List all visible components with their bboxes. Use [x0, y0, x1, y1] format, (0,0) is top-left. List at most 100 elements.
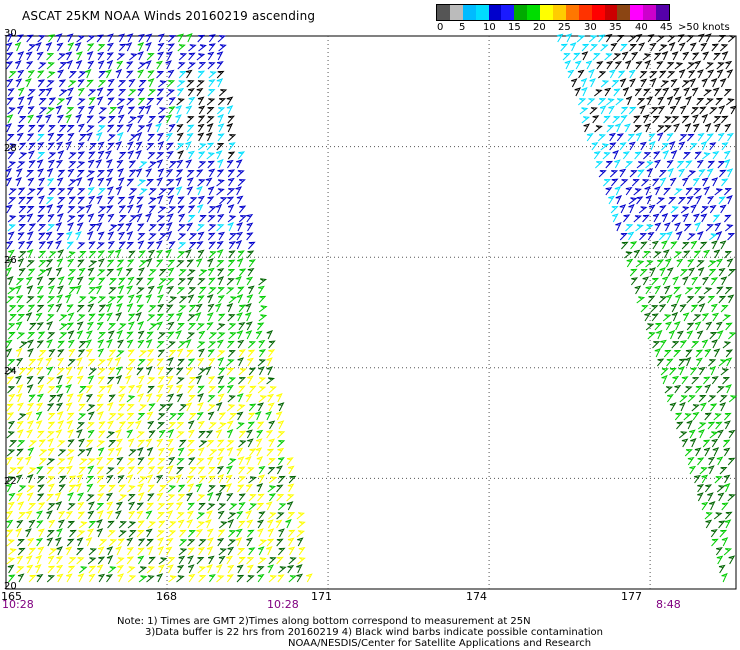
- wind-barb: [268, 420, 276, 430]
- wind-barb: [86, 330, 93, 340]
- wind-barb: [277, 402, 285, 412]
- legend-swatch: [656, 5, 670, 20]
- wind-barb: [654, 88, 662, 97]
- wind-barb: [6, 476, 16, 484]
- wind-barb: [188, 530, 196, 538]
- wind-barb: [108, 240, 115, 250]
- wind-barb: [146, 528, 153, 538]
- wind-barb: [276, 556, 284, 565]
- wind-barb: [158, 278, 167, 286]
- wind-barb: [97, 556, 106, 565]
- wind-barb: [268, 512, 277, 520]
- wind-barb: [26, 296, 35, 304]
- wind-barb: [148, 285, 155, 295]
- wind-barb: [236, 574, 245, 583]
- wind-barb: [55, 303, 63, 313]
- wind-barb: [107, 116, 116, 124]
- wind-barb: [711, 43, 719, 52]
- wind-barb: [45, 266, 53, 277]
- grid-lines: [6, 36, 736, 589]
- wind-barb: [167, 375, 174, 385]
- wind-barb: [148, 224, 157, 232]
- wind-barb: [167, 530, 177, 538]
- wind-barb: [46, 197, 55, 205]
- wind-barb: [719, 204, 727, 214]
- wind-barb: [108, 394, 116, 403]
- wind-barb: [107, 142, 115, 151]
- wind-barb: [217, 510, 225, 520]
- wind-barb: [196, 303, 203, 313]
- wind-barb: [8, 548, 17, 556]
- wind-barb: [147, 133, 156, 142]
- wind-barb: [177, 196, 185, 205]
- wind-barb: [78, 521, 88, 529]
- wind-barb: [27, 96, 34, 106]
- wind-barb: [247, 529, 255, 538]
- wind-barb: [257, 402, 265, 412]
- wind-barb: [157, 413, 166, 421]
- wind-barb: [717, 492, 725, 502]
- wind-barb: [87, 321, 94, 331]
- wind-barb: [206, 503, 216, 511]
- wind-barb: [115, 68, 123, 79]
- wind-barb: [206, 564, 213, 574]
- wind-barb: [658, 170, 667, 178]
- wind-barb: [600, 143, 610, 151]
- wind-barb: [556, 33, 564, 43]
- wind-barb: [185, 159, 193, 169]
- wind-barb: [629, 268, 638, 277]
- wind-barb: [678, 358, 686, 367]
- lat-label: 28: [4, 143, 17, 154]
- wind-barb: [641, 179, 650, 187]
- wind-barb: [196, 204, 204, 214]
- wind-barb: [708, 465, 715, 475]
- wind-barb: [257, 557, 267, 565]
- wind-barb: [699, 241, 708, 250]
- wind-barb: [697, 69, 704, 79]
- wind-barb: [684, 356, 692, 367]
- wind-barb: [178, 305, 187, 313]
- wind-barb: [633, 125, 642, 133]
- wind-barb: [96, 96, 104, 106]
- wind-barb: [138, 250, 146, 259]
- wind-barb: [26, 213, 34, 223]
- wind-barb: [8, 188, 17, 196]
- wind-barb: [689, 429, 696, 439]
- wind-barb: [669, 367, 677, 376]
- wind-barb: [78, 123, 85, 133]
- wind-barb: [58, 276, 65, 286]
- wind-barb: [297, 537, 304, 547]
- wind-barb: [68, 286, 77, 295]
- wind-barb: [238, 205, 247, 214]
- wind-barb: [127, 259, 135, 268]
- wind-barb: [17, 402, 24, 412]
- wind-barb: [106, 338, 113, 349]
- wind-barb: [27, 249, 34, 259]
- wind-barb: [68, 557, 77, 565]
- wind-barb: [89, 143, 97, 151]
- wind-barb: [248, 476, 257, 484]
- wind-barb: [176, 458, 185, 466]
- wind-barb: [673, 349, 682, 358]
- wind-barb: [147, 484, 155, 493]
- wind-barb: [718, 520, 726, 529]
- wind-barb: [56, 546, 64, 556]
- wind-barb: [610, 206, 619, 214]
- wind-barb: [197, 249, 205, 259]
- wind-barb: [218, 447, 225, 457]
- wind-barb: [156, 60, 163, 70]
- wind-barb: [57, 285, 64, 295]
- wind-barb: [118, 323, 127, 331]
- wind-barb: [88, 520, 97, 529]
- wind-barb: [36, 187, 45, 196]
- wind-barb: [700, 206, 709, 214]
- wind-barb: [166, 222, 173, 232]
- wind-barb: [567, 69, 575, 79]
- wind-barb: [56, 204, 64, 214]
- wind-barb: [46, 366, 54, 376]
- wind-barb: [666, 231, 673, 241]
- wind-barb: [48, 348, 56, 358]
- wind-barb: [158, 188, 168, 196]
- wind-barb: [128, 438, 135, 448]
- wind-barb: [137, 125, 146, 133]
